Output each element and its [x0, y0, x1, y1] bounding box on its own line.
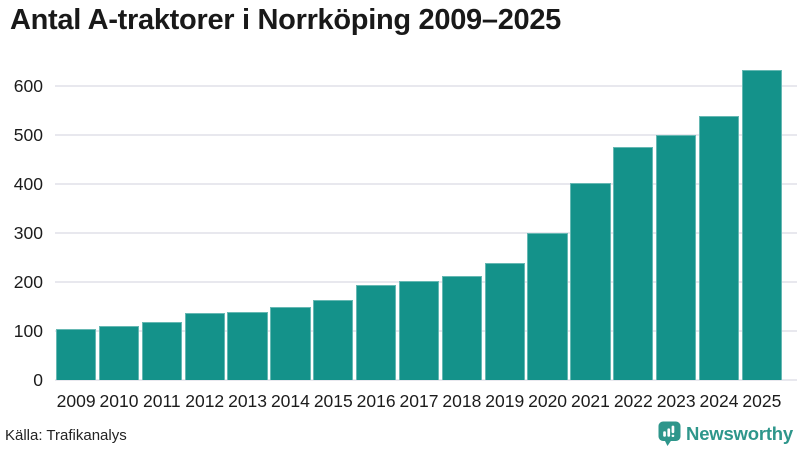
x-tick-label-2018: 2018: [442, 391, 482, 411]
newsworthy-logo[interactable]: Newsworthy: [658, 421, 793, 446]
y-tick-label-0: 0: [33, 370, 43, 390]
y-tick-label-300: 300: [13, 223, 43, 244]
newsworthy-wordmark: Newsworthy: [686, 422, 793, 444]
bar-2009: [56, 328, 97, 380]
x-tick-label-2025: 2025: [742, 391, 782, 411]
bar-2011: [141, 322, 182, 380]
bar-2010: [98, 325, 140, 380]
gridline-0: [55, 379, 797, 381]
bar-2020: [527, 233, 568, 380]
gridline-300: [55, 232, 797, 235]
gridline-400: [55, 183, 797, 186]
y-tick-label-400: 400: [13, 174, 43, 195]
x-tick-label-2009: 2009: [56, 391, 96, 411]
gridline-500: [55, 134, 797, 137]
x-tick-label-2024: 2024: [699, 391, 739, 411]
y-tick-label-500: 500: [13, 125, 43, 146]
y-tick-label-100: 100: [13, 321, 43, 342]
bar-2015: [313, 299, 354, 380]
bar-2013: [227, 311, 268, 380]
y-axis-labels: 0 100 200 300 400 500 600: [0, 62, 43, 390]
x-tick-label-2014: 2014: [270, 391, 310, 411]
chart-title: Antal A-traktorer i Norrköping 2009–2025: [10, 4, 562, 36]
bar-2022: [613, 147, 654, 380]
bar-2017: [398, 281, 440, 380]
x-tick-label-2010: 2010: [99, 391, 139, 411]
x-tick-label-2016: 2016: [356, 391, 396, 411]
bar-2019: [484, 263, 525, 380]
bar-chart-speech-bubble-icon: [658, 421, 681, 446]
bar-2021: [570, 183, 611, 380]
plot-area: [55, 62, 797, 381]
x-tick-label-2023: 2023: [656, 391, 696, 411]
bar-2012: [184, 312, 225, 380]
y-tick-label-600: 600: [13, 76, 43, 97]
y-tick-label-200: 200: [13, 272, 43, 293]
x-tick-label-2020: 2020: [528, 391, 568, 411]
x-tick-label-2015: 2015: [313, 391, 353, 411]
x-tick-label-2019: 2019: [485, 391, 525, 411]
bar-2024: [698, 115, 740, 380]
x-tick-label-2012: 2012: [185, 391, 225, 411]
x-tick-label-2011: 2011: [143, 391, 181, 411]
bar-2014: [270, 306, 311, 380]
x-tick-label-2013: 2013: [228, 391, 268, 411]
x-tick-label-2022: 2022: [613, 391, 653, 411]
bar-series: [56, 62, 783, 380]
bar-2025: [741, 70, 783, 380]
bar-2016: [356, 284, 397, 380]
bar-2018: [441, 275, 482, 380]
x-tick-label-2021: 2021: [570, 391, 610, 411]
x-tick-label-2017: 2017: [399, 391, 439, 411]
source-note: Källa: Trafikanalys: [5, 427, 127, 444]
gridline-600: [55, 85, 797, 88]
x-axis-labels: 2009 2010 2011 2012 2013 2014 2015 2016 2017 2018…: [56, 391, 782, 412]
bar-2023: [656, 135, 697, 380]
